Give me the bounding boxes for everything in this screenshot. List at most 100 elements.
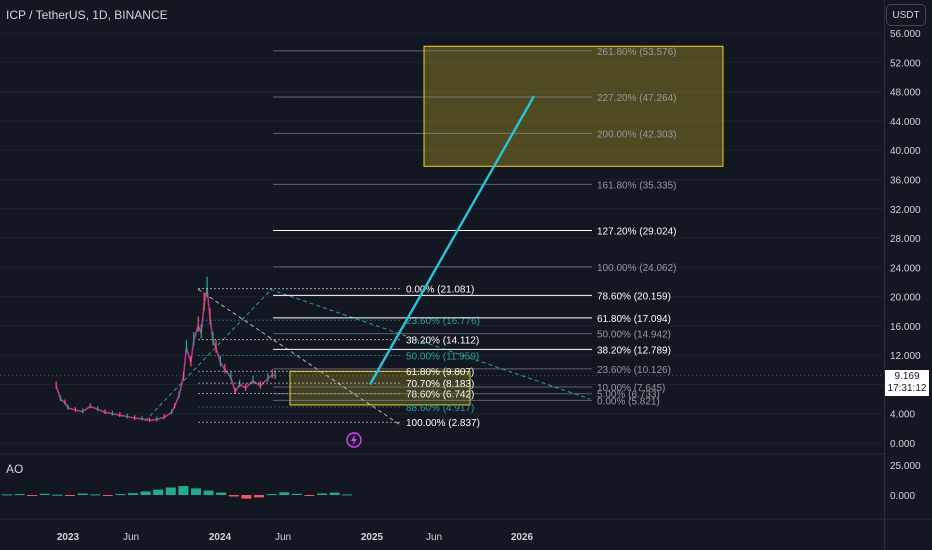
ao-bar — [191, 488, 201, 495]
awesome-oscillator-histogram — [0, 453, 932, 520]
ao-bar — [329, 492, 340, 495]
fib-retracement-label: 23.60% (16.776) — [406, 316, 480, 327]
time-tick-label: Jun — [123, 532, 139, 543]
currency-button[interactable]: USDT — [886, 4, 926, 26]
fib-extension-label: 0.00% (5.821) — [597, 396, 660, 407]
price-tick-label: 0.000 — [890, 439, 915, 450]
resistance-trendline — [269, 288, 591, 400]
time-tick-label: Jun — [275, 532, 291, 543]
price-tick-label: 16.000 — [890, 322, 921, 333]
ao-bar — [115, 494, 126, 496]
ao-bar — [178, 486, 189, 495]
ao-bar — [77, 493, 88, 495]
price-tick-label: 56.000 — [890, 29, 921, 40]
ao-bar — [165, 487, 176, 495]
trendlines — [0, 288, 884, 426]
support-trendline — [144, 290, 271, 422]
indicator-label[interactable]: AO — [6, 462, 24, 476]
consolidation-zone-box — [289, 370, 471, 406]
ao-bar — [90, 494, 101, 496]
fib-extension-label: 227.20% (47.264) — [597, 93, 677, 104]
ao-bar — [241, 495, 252, 499]
price-tick-label: 24.000 — [890, 263, 921, 274]
price-tick-label: 4.000 — [890, 410, 915, 421]
price-tick-label: 28.000 — [890, 234, 921, 245]
ao-bar — [317, 493, 327, 495]
target-zone-box — [423, 45, 724, 167]
fib-extension-label: 10.00% (7.645) — [597, 383, 665, 394]
fib-extension-label: 78.60% (20.159) — [597, 291, 671, 302]
time-tick-label: 2026 — [511, 532, 534, 543]
fib-extension-label: 38.20% (12.789) — [597, 345, 671, 356]
ao-bar — [153, 489, 164, 495]
price-tick-label: 12.000 — [890, 351, 921, 362]
fib-extension-label: 261.80% (53.576) — [597, 47, 677, 58]
fib-retracement-label: 70.70% (8.183) — [406, 379, 474, 390]
target-zone-rect — [423, 45, 724, 167]
price-tick-label: 32.000 — [890, 205, 921, 216]
descending-trendline — [197, 288, 401, 426]
ao-bar — [304, 495, 315, 496]
price-tick-label: 40.000 — [890, 146, 921, 157]
time-tick-label: 2024 — [209, 532, 232, 543]
flash-icon — [346, 432, 362, 448]
fib-retracement-label: 61.80% (9.807) — [406, 367, 474, 378]
fib-extension-label: 61.80% (17.094) — [597, 314, 671, 325]
fib-extension-label: 161.80% (35.335) — [597, 180, 677, 191]
price-tick-label: 44.000 — [890, 117, 921, 128]
fib-retracement-label: 38.20% (14.112) — [406, 336, 479, 347]
price-line — [55, 289, 276, 422]
price-tick-label: 36.000 — [890, 175, 921, 186]
price-tick-label: 52.000 — [890, 58, 921, 69]
ao-bar — [14, 494, 25, 496]
ao-bar — [102, 495, 113, 496]
flash-icon-circle — [346, 432, 362, 448]
ao-bar — [52, 494, 63, 496]
ao-bar — [65, 495, 75, 496]
ao-bar — [291, 493, 302, 495]
fib-extension-label: 100.00% (24.062) — [597, 263, 677, 274]
fib-retracement-label: 88.60% (4.917) — [406, 403, 474, 414]
flash-icon — [351, 434, 357, 446]
symbol-title[interactable]: ICP / TetherUS, 1D, BINANCE — [6, 8, 168, 22]
fib-extension-label: 50.00% (14.942) — [597, 330, 671, 341]
ao-bar — [279, 492, 290, 495]
fib-retracement-label: 0.00% (21.081) — [406, 285, 474, 296]
fib-extension-label: 5.00% (6.733) — [597, 390, 660, 401]
ao-bar — [266, 494, 277, 496]
fib-retracement-label: 50.00% (11.959) — [406, 351, 479, 362]
ao-tick-label: 0.000 — [890, 491, 915, 502]
fib-extension-label: 127.20% (29.024) — [597, 227, 677, 238]
ao-bar — [203, 490, 214, 495]
time-tick-label: 2025 — [361, 532, 384, 543]
fib-retracement-label: 78.60% (6.742) — [406, 390, 474, 401]
price-axis: 56.000 52.000 48.000 44.000 40.000 36.000 32.0… — [890, 29, 921, 502]
price-series — [55, 276, 276, 423]
ao-bar — [216, 492, 227, 495]
time-axis: 2023 Jun 2024 Jun 2025 Jun 2026 — [57, 532, 534, 543]
fib-retracement-label: 100.00% (2.837) — [406, 418, 480, 429]
ao-bar — [27, 495, 38, 496]
price-tick-label: 20.000 — [890, 293, 921, 304]
fib-extension-label: 200.00% (42.303) — [597, 129, 677, 140]
bar-countdown: 17:31:12 — [887, 383, 927, 394]
ao-bar — [342, 494, 353, 496]
time-tick-label: 2023 — [57, 532, 80, 543]
ao-bar — [254, 495, 264, 498]
ao-tick-label: 25.000 — [890, 461, 921, 472]
ao-bar — [140, 491, 151, 495]
price-tick-label: 48.000 — [890, 88, 921, 99]
fib-extension-label: 23.60% (10.126) — [597, 365, 671, 376]
time-tick-label: Jun — [426, 532, 442, 543]
last-price-tag: 9.169 17:31:12 — [885, 370, 929, 396]
ao-bar — [228, 495, 239, 497]
price-axis-divider — [884, 0, 885, 550]
last-price-value: 9.169 — [894, 371, 920, 382]
ao-bar — [39, 493, 50, 495]
consolidation-rect — [289, 370, 471, 406]
fibonacci-levels: 0.00% (21.081) 23.60% (16.776) 38.20% (14.… — [198, 47, 677, 429]
projection-arrow — [368, 95, 536, 386]
ao-bar — [2, 494, 12, 496]
projection-line — [368, 95, 536, 386]
